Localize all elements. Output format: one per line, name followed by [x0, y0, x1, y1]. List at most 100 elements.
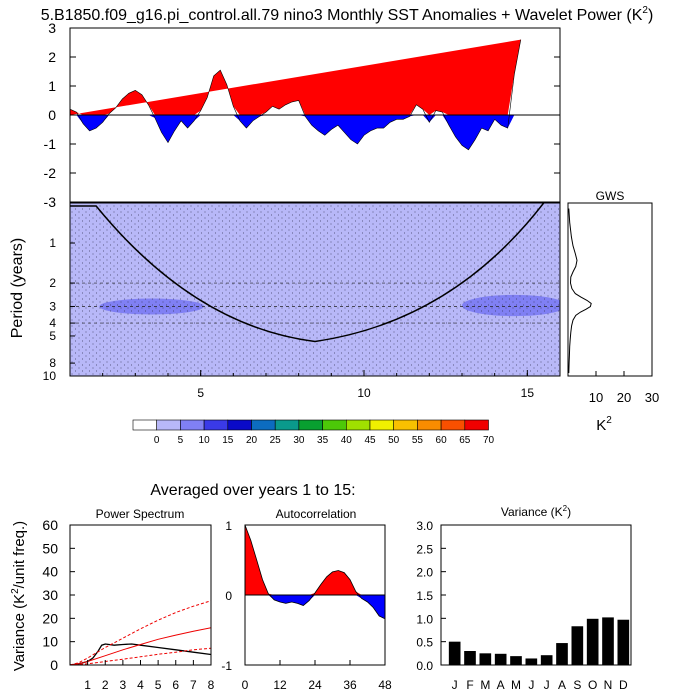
- autocorrelation-xtick-label: 36: [343, 678, 357, 692]
- sst-ytick-label: -3: [44, 194, 57, 210]
- variance-xtick-label: N: [604, 678, 613, 692]
- variance-bar: [556, 643, 568, 665]
- variance-ytick-label: 1.5: [416, 589, 433, 603]
- power-spectrum-ytick-label: 40: [42, 564, 58, 580]
- sst-area: [70, 39, 522, 151]
- wavelet-ytick-label: 10: [43, 369, 57, 383]
- autocorrelation-line: [244, 524, 386, 620]
- wavelet-ytick-label: 4: [49, 316, 56, 330]
- wavelet-frame: [69, 202, 561, 377]
- colorbar-swatch: [251, 419, 276, 431]
- variance-bar: [525, 658, 538, 665]
- sst-negative-area: [70, 115, 521, 150]
- colorbar-swatch: [322, 419, 347, 431]
- colorbar-swatch: [298, 419, 323, 431]
- wavelet-contours: [70, 203, 560, 376]
- variance-ytick-label: 2.5: [416, 542, 433, 556]
- power-spectrum-lower-5: [70, 647, 211, 665]
- sst-ytick-label: 3: [48, 20, 56, 36]
- cone-of-influence: [70, 203, 545, 343]
- colorbar-label: 10: [199, 435, 211, 446]
- variance-bar: [540, 655, 553, 665]
- power-spectrum-ylabel-main: Variance (K: [11, 594, 28, 671]
- power-spectrum-ytick-label: 0: [50, 657, 58, 673]
- gws-xtick-label: 30: [645, 390, 659, 405]
- colorbar-swatch: [345, 419, 371, 431]
- autocorrelation-ytick-label: -1: [221, 659, 232, 673]
- variance-xtick-label: F: [466, 678, 473, 692]
- variance-panel: Variance (K2) J F M A M J J A S O N D0.00.51.01.52.…: [416, 504, 632, 692]
- power-spectrum-ylabel: Variance (K2/unit freq.): [10, 521, 28, 671]
- variance-xtick-label: D: [619, 678, 628, 692]
- gws-xlabel-sup: 2: [606, 415, 612, 426]
- power-spectrum-ytick-label: 50: [42, 540, 58, 556]
- power-spectrum-ytick-label: 30: [42, 587, 58, 603]
- variance-bar: [617, 619, 630, 665]
- colorbar-label: 20: [246, 435, 258, 446]
- colorbar-label: 35: [317, 435, 329, 446]
- variance-xtick-label: A: [558, 678, 566, 692]
- power-spectrum-xtick-label: 2: [102, 678, 109, 692]
- variance-bar: [448, 641, 461, 665]
- colorbar-label: 70: [483, 435, 495, 446]
- figure-title-main: 5.B1850.f09_g16.pi_control.all.79 nino3 …: [41, 7, 643, 24]
- variance-xtick-label: O: [588, 678, 597, 692]
- colorbar-label: 60: [436, 435, 448, 446]
- variance-xtick-label: A: [497, 678, 505, 692]
- power-spectrum-title: Power Spectrum: [96, 507, 185, 521]
- colorbar-label: 0: [154, 435, 160, 446]
- sst-ytick-label: 2: [48, 49, 56, 65]
- power-spectrum-ytick-label: 10: [42, 634, 58, 650]
- variance-bar: [510, 656, 522, 665]
- power-spectrum-ytick-label: 20: [42, 610, 58, 626]
- power-spectrum-spectrum: [70, 643, 211, 665]
- gws-xtick-label: 20: [617, 390, 631, 405]
- gws-xtick-label: 10: [589, 390, 603, 405]
- figure-title: 5.B1850.f09_g16.pi_control.all.79 nino3 …: [41, 5, 654, 24]
- power-spectrum-red-noise: [70, 627, 211, 665]
- sst-y-axis: -3 -2 -1 0 1 2 3: [44, 20, 560, 210]
- variance-xtick-label: J: [528, 678, 534, 692]
- colorbar-label: 30: [293, 435, 305, 446]
- power-spectrum-ylabel-sup: 2: [10, 588, 21, 594]
- power-spectrum-ylabel-end: /unit freq.): [11, 521, 28, 589]
- gws-xlabel-main: K: [596, 417, 606, 434]
- autocorrelation-negative: [245, 595, 385, 619]
- figure-title-sup: 2: [642, 5, 648, 16]
- colorbar-swatch: [132, 419, 158, 431]
- autocorrelation-ytick-label: 0: [225, 589, 232, 603]
- autocorrelation-area: [244, 524, 386, 620]
- power-spectrum-ytick-label: 60: [42, 517, 58, 533]
- autocorrelation-xtick-label: 12: [273, 678, 287, 692]
- wavelet-xtick-label: 15: [521, 386, 535, 400]
- variance-title-sup: 2: [563, 504, 568, 513]
- colorbar-swatch: [274, 419, 300, 431]
- wavelet-ylabel: Period (years): [9, 238, 26, 338]
- colorbar-swatch: [464, 419, 489, 431]
- variance-xtick-label: M: [511, 678, 521, 692]
- variance-ytick-label: 1.0: [416, 612, 433, 626]
- colorbar-label: 15: [222, 435, 234, 446]
- sst-line: [70, 39, 522, 151]
- sst-positive-area: [70, 39, 521, 115]
- colorbar-swatch: [227, 419, 252, 431]
- colorbar-label: 40: [341, 435, 353, 446]
- gws-axes: 10 20 30: [589, 371, 659, 405]
- wavelet-stipple: [70, 203, 560, 376]
- gws-curve: [568, 208, 592, 374]
- autocorrelation-xtick-label: 24: [308, 678, 322, 692]
- gws-curve-group: [568, 208, 592, 374]
- wavelet-ytick-label: 5: [49, 329, 56, 343]
- variance-xtick-label: M: [480, 678, 490, 692]
- colorbar-label: 25: [270, 435, 282, 446]
- gws-panel: GWS 10 20 30 K2: [567, 189, 659, 434]
- variance-xtick-label: J: [544, 678, 550, 692]
- variance-xtick-label: J: [452, 678, 458, 692]
- gws-title: GWS: [596, 189, 625, 203]
- colorbar-swatch: [203, 419, 229, 431]
- variance-ytick-label: 3.0: [416, 519, 433, 533]
- variance-xtick-label: S: [573, 678, 581, 692]
